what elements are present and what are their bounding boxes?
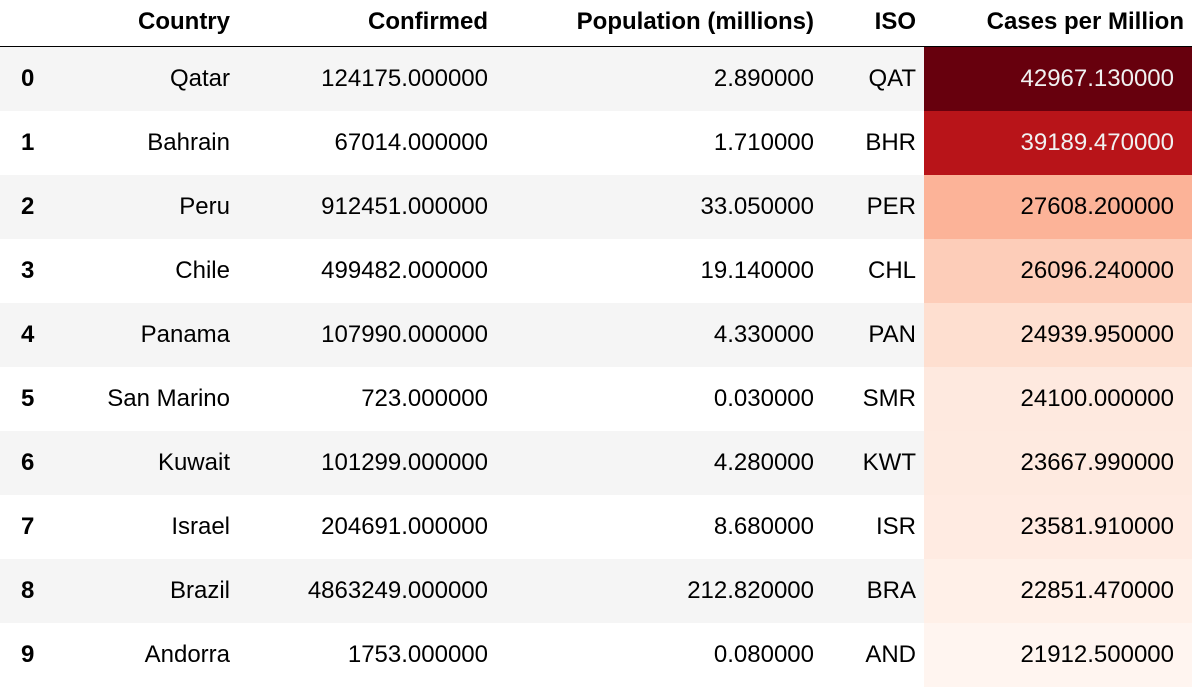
cell-iso: QAT — [868, 64, 916, 92]
header-cases-per-million: Cases per Million — [924, 0, 1192, 47]
cell-cases-per-million: 24100.000000 — [924, 366, 1192, 431]
row-index: 9 — [21, 640, 35, 668]
cell-cases-per-million: 23667.990000 — [924, 430, 1192, 495]
table-header: Country Confirmed Population (millions) … — [0, 0, 1192, 47]
cell-confirmed: 723.000000 — [361, 384, 488, 412]
table-row: 9 Andorra 1753.000000 0.080000 AND 21912… — [0, 622, 1192, 687]
cell-cases-per-million: 27608.200000 — [924, 174, 1192, 239]
header-country: Country — [60, 0, 238, 47]
cell-iso: BRA — [866, 576, 916, 604]
cell-iso: AND — [865, 640, 916, 668]
cell-confirmed: 499482.000000 — [321, 256, 488, 284]
cell-country: Brazil — [169, 576, 230, 604]
row-index: 1 — [21, 128, 35, 156]
table-row: 6 Kuwait 101299.000000 4.280000 KWT 2366… — [0, 430, 1192, 495]
cell-iso: PER — [866, 192, 916, 220]
cell-country: Panama — [140, 320, 230, 348]
header-confirmed: Confirmed — [238, 0, 496, 47]
cell-population: 19.140000 — [700, 256, 814, 284]
table-row: 1 Bahrain 67014.000000 1.710000 BHR 3918… — [0, 110, 1192, 175]
header-row: Country Confirmed Population (millions) … — [0, 0, 1192, 47]
cell-country: Kuwait — [157, 448, 230, 476]
cell-population: 4.330000 — [713, 320, 814, 348]
cell-confirmed: 101299.000000 — [321, 448, 488, 476]
cell-confirmed: 1753.000000 — [347, 640, 488, 668]
cell-country: Bahrain — [147, 128, 230, 156]
cell-population: 1.710000 — [713, 128, 814, 156]
cell-population: 8.680000 — [713, 512, 814, 540]
cell-cases-per-million: 21912.500000 — [924, 622, 1192, 687]
cell-country: Chile — [175, 256, 230, 284]
row-index: 2 — [21, 192, 35, 220]
cell-country: Peru — [179, 192, 230, 220]
row-index: 7 — [21, 512, 35, 540]
cell-iso: SMR — [862, 384, 916, 412]
cell-population: 4.280000 — [713, 448, 814, 476]
table-row: 0 Qatar 124175.000000 2.890000 QAT 42967… — [0, 46, 1192, 111]
row-index: 0 — [21, 64, 35, 92]
cell-population: 33.050000 — [700, 192, 814, 220]
table-row: 7 Israel 204691.000000 8.680000 ISR 2358… — [0, 494, 1192, 559]
row-index: 5 — [21, 384, 35, 412]
table-body: 0 Qatar 124175.000000 2.890000 QAT 42967… — [0, 46, 1192, 687]
row-index: 8 — [21, 576, 35, 604]
cell-country: Andorra — [144, 640, 230, 668]
cell-cases-per-million: 23581.910000 — [924, 494, 1192, 559]
cell-confirmed: 4863249.000000 — [307, 576, 488, 604]
header-iso: ISO — [822, 0, 924, 47]
cell-iso: KWT — [862, 448, 916, 476]
cell-cases-per-million: 42967.130000 — [924, 46, 1192, 111]
cell-confirmed: 124175.000000 — [321, 64, 488, 92]
table-row: 3 Chile 499482.000000 19.140000 CHL 2609… — [0, 238, 1192, 303]
row-index: 4 — [21, 320, 35, 348]
cell-confirmed: 204691.000000 — [321, 512, 488, 540]
cell-cases-per-million: 22851.470000 — [924, 558, 1192, 623]
cell-population: 0.080000 — [713, 640, 814, 668]
cell-iso: PAN — [868, 320, 916, 348]
table-row: 8 Brazil 4863249.000000 212.820000 BRA 2… — [0, 558, 1192, 623]
table-row: 5 San Marino 723.000000 0.030000 SMR 241… — [0, 366, 1192, 431]
cell-population: 0.030000 — [713, 384, 814, 412]
row-index: 3 — [21, 256, 35, 284]
cell-population: 2.890000 — [713, 64, 814, 92]
cell-confirmed: 107990.000000 — [321, 320, 488, 348]
cell-iso: CHL — [867, 256, 916, 284]
cell-country: Israel — [171, 512, 230, 540]
cell-confirmed: 67014.000000 — [334, 128, 489, 156]
cell-confirmed: 912451.000000 — [321, 192, 488, 220]
cell-country: Qatar — [169, 64, 230, 92]
cell-cases-per-million: 26096.240000 — [924, 238, 1192, 303]
cell-population: 212.820000 — [687, 576, 814, 604]
cell-iso: BHR — [865, 128, 916, 156]
header-index — [0, 0, 60, 47]
cell-cases-per-million: 39189.470000 — [924, 110, 1192, 175]
row-index: 6 — [21, 448, 35, 476]
cell-cases-per-million: 24939.950000 — [924, 302, 1192, 367]
header-population: Population (millions) — [496, 0, 822, 47]
table-row: 2 Peru 912451.000000 33.050000 PER 27608… — [0, 174, 1192, 239]
cell-country: San Marino — [107, 384, 230, 412]
table-row: 4 Panama 107990.000000 4.330000 PAN 2493… — [0, 302, 1192, 367]
cell-iso: ISR — [875, 512, 916, 540]
